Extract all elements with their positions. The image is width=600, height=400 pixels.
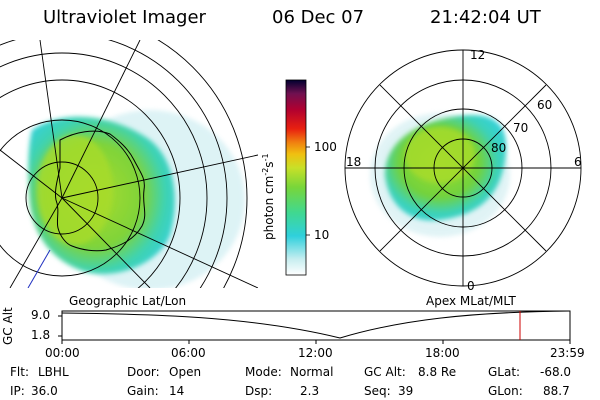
- glon-label: GLon:: [488, 384, 523, 398]
- timeline-xtick-2359: 23:59: [550, 346, 585, 360]
- timeline-xtick-1200: 12:00: [298, 346, 333, 360]
- timeline-xtick-1800: 18:00: [425, 346, 460, 360]
- glon-value: 88.7: [543, 384, 570, 398]
- mlat-label-60: 60: [537, 98, 553, 112]
- geo-panel-label: Geographic Lat/Lon: [69, 294, 187, 308]
- time-readout: 21:42:04 UT: [430, 7, 541, 28]
- colorbar: [285, 79, 307, 276]
- colorbar-tick-100: 100: [314, 140, 337, 154]
- altitude-curve: [61, 310, 571, 339]
- timeline-xtick-0000: 00:00: [45, 346, 80, 360]
- altitude-timeline: [58, 310, 571, 344]
- door-value: Open: [169, 365, 202, 379]
- mode-value: Normal: [290, 365, 334, 379]
- timeline-ytick-9: 9.0: [31, 308, 51, 322]
- colorbar-tick-10: 10: [314, 228, 330, 242]
- gcalt-label: GC Alt:: [364, 365, 406, 379]
- colorbar-label: photon cm-2s-1: [261, 153, 276, 240]
- mlat-label-80: 80: [491, 141, 507, 155]
- gain-value: 14: [169, 384, 185, 398]
- date-readout: 06 Dec 07: [272, 7, 365, 28]
- ip-label: IP:: [10, 384, 25, 398]
- ip-value: 36.0: [31, 384, 58, 398]
- flt-value: LBHL: [38, 365, 69, 379]
- meridians: [0, 40, 258, 288]
- dsp-label: Dsp:: [245, 384, 273, 398]
- gain-label: Gain:: [127, 384, 159, 398]
- app-title: Ultraviolet Imager: [43, 7, 206, 28]
- mlat-label-70: 70: [513, 121, 529, 135]
- timeline-xtick-0600: 06:00: [171, 346, 206, 360]
- door-label: Door:: [127, 365, 160, 379]
- gcalt-value: 8.8 Re: [418, 365, 457, 379]
- glat-label: GLat:: [488, 365, 521, 379]
- dsp-value: 2.3: [300, 384, 320, 398]
- seq-label: Seq:: [364, 384, 391, 398]
- timeline-ytick-1: 1.8: [31, 328, 51, 342]
- geographic-map: [0, 40, 258, 288]
- mag-panel-label: Apex MLat/MLT: [426, 294, 516, 308]
- terminator-line: [27, 249, 51, 288]
- mlt-label-0: 0: [467, 279, 475, 293]
- magnetic-polar-plot: [344, 49, 582, 287]
- mlt-label-12: 12: [470, 48, 486, 62]
- flt-label: Flt:: [10, 365, 29, 379]
- lat-circles: [0, 40, 248, 288]
- mlt-label-18: 18: [346, 155, 362, 169]
- glat-value: -68.0: [540, 365, 572, 379]
- antarctica-coastline: [55, 130, 146, 252]
- mlt-label-6: 6: [574, 155, 582, 169]
- mode-label: Mode:: [245, 365, 282, 379]
- timeline-ylabel: GC Alt: [1, 307, 15, 345]
- seq-value: 39: [398, 384, 414, 398]
